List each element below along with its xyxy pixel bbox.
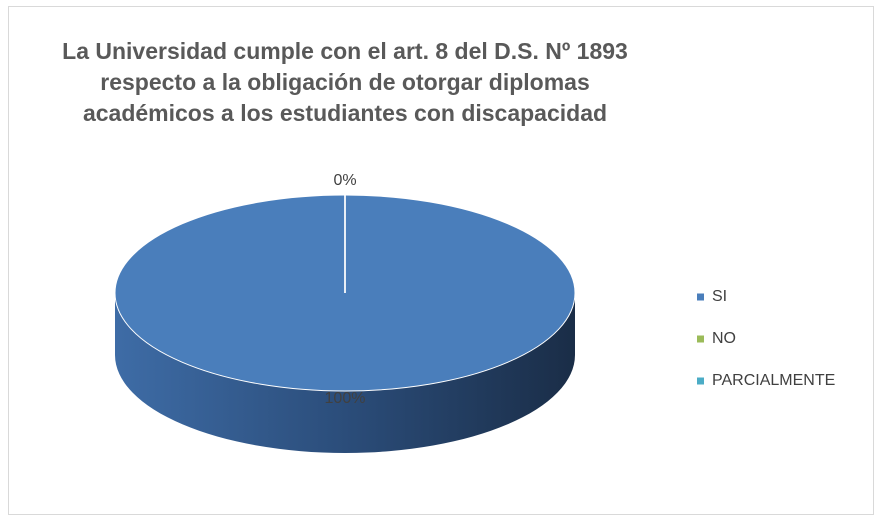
chart-frame — [8, 6, 874, 515]
legend-label: NO — [712, 330, 736, 347]
legend-swatch — [697, 335, 704, 343]
pie-side — [115, 293, 575, 453]
data-label: 0% — [333, 172, 356, 189]
legend-swatch — [697, 377, 704, 385]
chart-title: La Universidad cumple con el art. 8 del … — [62, 38, 628, 126]
legend-label: SI — [712, 288, 727, 305]
legend-label: PARCIALMENTE — [712, 372, 835, 389]
legend-swatch — [697, 293, 704, 301]
data-label: 100% — [325, 390, 366, 407]
